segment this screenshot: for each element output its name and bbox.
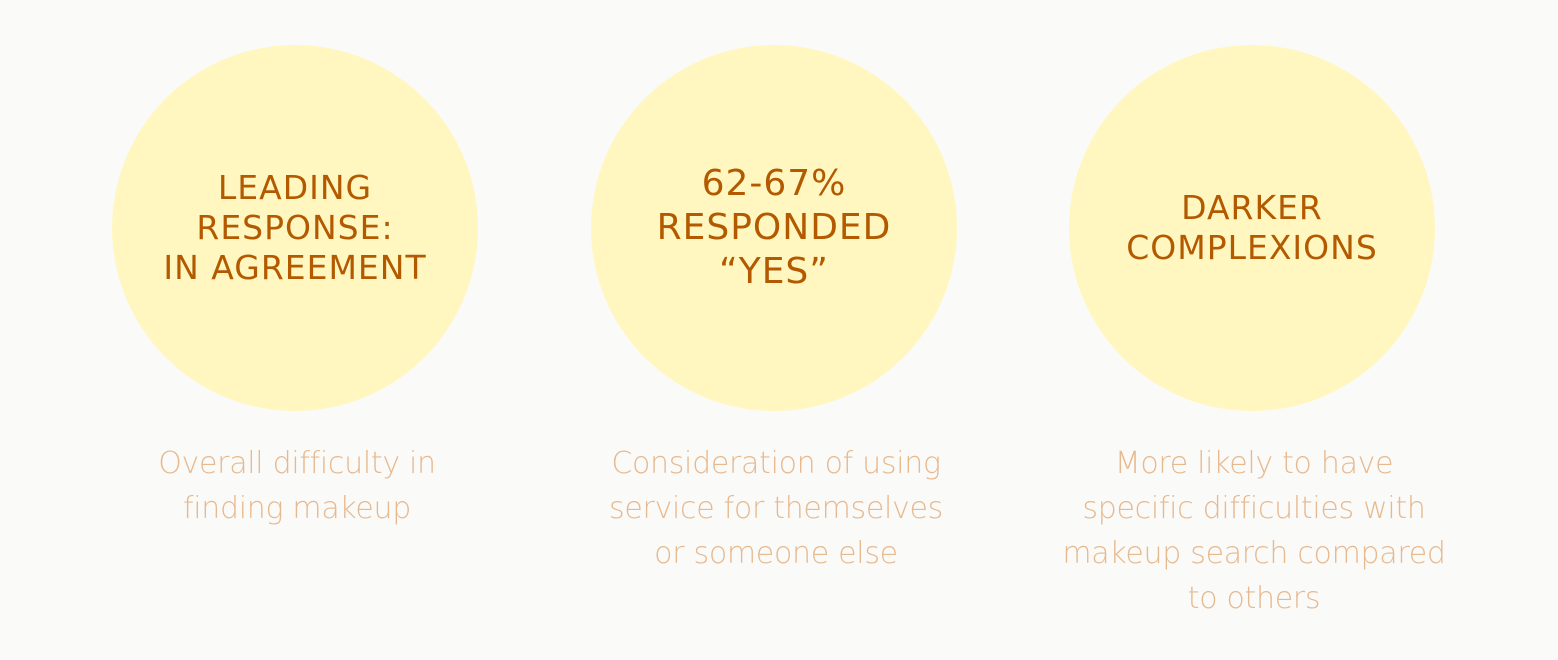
stat-caption-line: More likely to have <box>1114 446 1394 481</box>
stat-caption: Overall difficulty in finding makeup <box>87 441 507 531</box>
stat-caption: Consideration of using service for thems… <box>566 441 986 576</box>
stat-caption-line: Overall difficulty in <box>158 446 436 481</box>
stat-headline-line: IN AGREEMENT <box>163 248 427 287</box>
stat-headline-line: DARKER <box>1181 188 1323 227</box>
stat-headline-line: RESPONDED <box>656 207 892 248</box>
stat-headline-line: LEADING <box>217 168 373 207</box>
stat-caption: More likely to have specific difficultie… <box>1044 441 1464 621</box>
stat-caption-line: finding makeup <box>182 491 412 526</box>
stat-circle: DARKER COMPLEXIONS <box>1069 45 1435 411</box>
stat-caption-line: to others <box>1187 581 1321 616</box>
stat-card-responded-yes: 62-67% RESPONDED “YES” Consideration of … <box>566 0 986 660</box>
stat-caption-line: service for themselves <box>609 491 943 526</box>
stat-caption-line: makeup search compared <box>1062 536 1446 571</box>
stat-caption-line: Consideration of using <box>611 446 941 481</box>
stat-headline-line: RESPONSE: <box>196 208 394 247</box>
stat-circle: LEADING RESPONSE: IN AGREEMENT <box>112 45 478 411</box>
stat-headline-line: “YES” <box>719 251 829 292</box>
stat-circle: 62-67% RESPONDED “YES” <box>591 45 957 411</box>
stat-caption-line: or someone else <box>654 536 898 571</box>
stat-card-agreement: LEADING RESPONSE: IN AGREEMENT Overall d… <box>87 0 507 660</box>
stat-headline-line: 62-67% <box>701 163 847 204</box>
stat-headline-line: COMPLEXIONS <box>1126 228 1378 267</box>
stat-card-darker-complexions: DARKER COMPLEXIONS More likely to have s… <box>1044 0 1464 660</box>
stat-caption-line: specific difficulties with <box>1082 491 1426 526</box>
